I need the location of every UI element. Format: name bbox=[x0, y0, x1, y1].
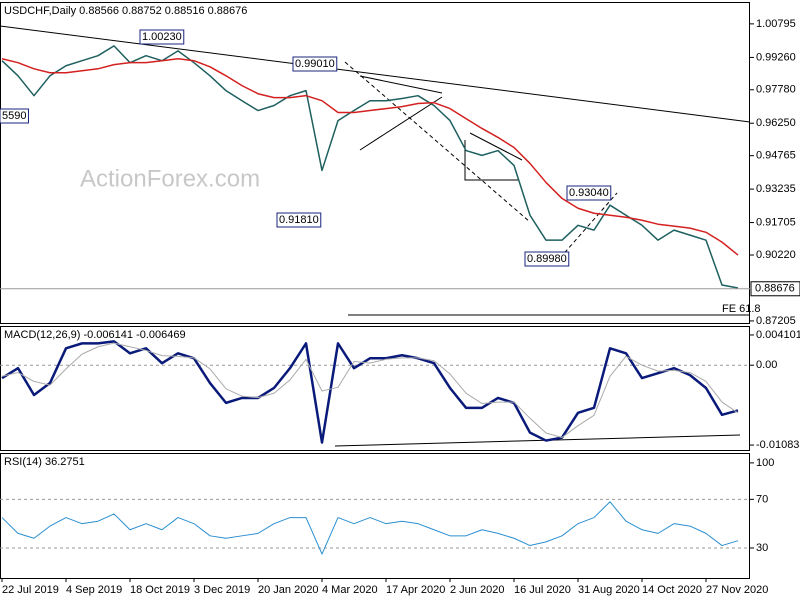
x-tick-label: 16 Jul 2020 bbox=[514, 584, 571, 596]
x-tick-label: 20 Jan 2020 bbox=[258, 584, 319, 596]
annotation: 0.89980 bbox=[527, 253, 567, 265]
y-tick-label: 0.004101 bbox=[756, 329, 800, 341]
y-tick-label: 0.94765 bbox=[756, 150, 796, 162]
annotation-box bbox=[292, 56, 338, 72]
annotation-box bbox=[566, 185, 612, 201]
y-tick-label: 0.93235 bbox=[756, 183, 796, 195]
series-line bbox=[1, 45, 739, 289]
x-tick-label: 18 Oct 2019 bbox=[130, 584, 190, 596]
y-tick-label: 30 bbox=[756, 542, 768, 554]
channel-line bbox=[464, 140, 518, 181]
y-tick-label: 0.96250 bbox=[756, 117, 796, 129]
macd-panel bbox=[0, 326, 750, 451]
annotation: 0.91810 bbox=[279, 214, 319, 226]
y-tick-label: 0.90220 bbox=[756, 249, 796, 261]
annotation-box bbox=[524, 251, 570, 267]
y-tick-label: 100 bbox=[756, 457, 774, 469]
y-tick-label: 0.99260 bbox=[756, 51, 796, 63]
series-line bbox=[1, 340, 739, 444]
x-tick-label: 31 Aug 2020 bbox=[578, 584, 640, 596]
x-tick-label: 4 Sep 2019 bbox=[66, 584, 122, 596]
projection-line bbox=[344, 61, 531, 223]
watermark: ActionForex.com bbox=[80, 165, 260, 192]
price-panel bbox=[0, 2, 750, 324]
x-tick-label: 4 Mar 2020 bbox=[322, 584, 378, 596]
trendlines bbox=[0, 25, 751, 447]
triangle-line bbox=[359, 75, 443, 94]
triangle-line bbox=[359, 96, 443, 151]
rsi-panel bbox=[0, 453, 750, 579]
projection-line bbox=[559, 192, 618, 259]
x-tick-label: 3 Dec 2019 bbox=[194, 584, 250, 596]
y-tick-label: 0.00 bbox=[756, 359, 777, 371]
trendline bbox=[0, 25, 751, 123]
y-tick-label: 70 bbox=[756, 493, 768, 505]
last-price-label: 0.88676 bbox=[755, 283, 795, 295]
y-tick-label: 1.00795 bbox=[756, 18, 796, 30]
annotation: 0.99010 bbox=[295, 58, 335, 70]
panel-title: MACD(12,26,9) -0.006141 -0.006469 bbox=[4, 329, 186, 341]
series-line bbox=[1, 57, 739, 256]
x-tick-label: 2 Jun 2020 bbox=[450, 584, 504, 596]
x-tick-label: 27 Nov 2020 bbox=[706, 584, 768, 596]
annotation: 5590 bbox=[2, 110, 26, 122]
annotation-box bbox=[0, 108, 29, 124]
y-tick-label: 0.87205 bbox=[756, 315, 796, 327]
annotation-box bbox=[139, 29, 185, 45]
annotation: FE 61.8 bbox=[722, 303, 761, 315]
annotation-box bbox=[276, 212, 322, 228]
last-price-box bbox=[750, 281, 800, 297]
annotation: 1.00230 bbox=[142, 31, 182, 43]
macd-trendline bbox=[334, 434, 741, 447]
series-line bbox=[1, 342, 739, 438]
y-tick-label: -0.010833 bbox=[756, 439, 800, 451]
y-tick-label: 0.97780 bbox=[756, 84, 796, 96]
annotation: 0.93040 bbox=[569, 187, 609, 199]
y-tick-label: 0.91705 bbox=[756, 216, 796, 228]
x-tick-label: 17 Apr 2020 bbox=[386, 584, 445, 596]
x-tick-label: 14 Oct 2020 bbox=[642, 584, 702, 596]
x-tick-label: 22 Jul 2019 bbox=[2, 584, 59, 596]
series-line bbox=[1, 501, 739, 555]
panel-title: RSI(14) 36.2751 bbox=[4, 456, 85, 468]
channel-line bbox=[469, 132, 523, 161]
panel-title: USDCHF,Daily 0.88566 0.88752 0.88516 0.8… bbox=[4, 5, 247, 17]
